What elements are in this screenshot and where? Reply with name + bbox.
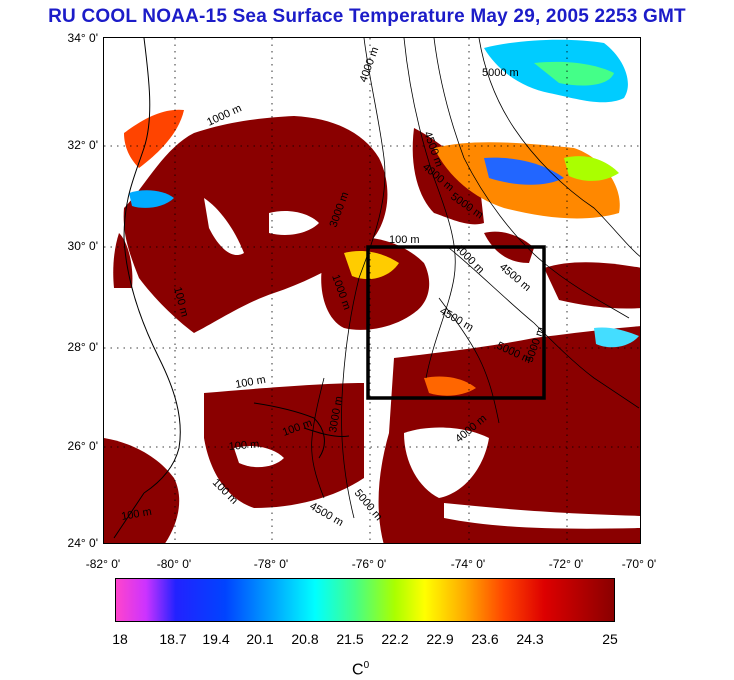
lat-label-34: 34° 0' bbox=[67, 31, 98, 45]
graticule bbox=[104, 38, 640, 543]
contour-label: 100 m bbox=[234, 374, 266, 391]
lat-label-30: 30° 0' bbox=[67, 239, 98, 253]
temperature-colorbar bbox=[115, 578, 615, 622]
contour-label: 4500 m bbox=[497, 261, 533, 294]
lon-label-76: -76° 0' bbox=[351, 557, 387, 571]
sst-map: 5000 m 4000 m 4500 m 1000 m 4000 m 5000 … bbox=[103, 37, 641, 544]
colorbar-tick: 22.2 bbox=[381, 631, 409, 647]
colorbar-tick: 25 bbox=[602, 631, 618, 647]
lon-label-70: -70° 0' bbox=[621, 557, 657, 571]
contour-label: 4000 m bbox=[358, 45, 382, 84]
lon-label-80: -80° 0' bbox=[156, 557, 192, 571]
contour-label: 100 m bbox=[228, 438, 260, 453]
colorbar-tick: 19.4 bbox=[202, 631, 230, 647]
contour-label: 4500 m bbox=[438, 305, 476, 334]
map-title: RU COOL NOAA-15 Sea Surface Temperature … bbox=[48, 6, 686, 27]
colorbar-unit: C0 bbox=[352, 660, 369, 679]
colorbar-tick: 21.5 bbox=[336, 631, 364, 647]
colorbar-tick: 18.7 bbox=[159, 631, 187, 647]
lon-label-74: -74° 0' bbox=[450, 557, 486, 571]
sst-map-graphic: 5000 m 4000 m 4500 m 1000 m 4000 m 5000 … bbox=[104, 38, 640, 543]
lon-label-78: -78° 0' bbox=[253, 557, 289, 571]
contour-label: 100 m bbox=[120, 506, 152, 523]
colorbar-tick: 18 bbox=[112, 631, 128, 647]
coastline bbox=[113, 38, 350, 539]
colorbar-tick: 20.8 bbox=[291, 631, 319, 647]
colorbar-unit-letter: C bbox=[352, 661, 364, 679]
colorbar-unit-superscript: 0 bbox=[363, 660, 370, 671]
contour-label: 100 m bbox=[389, 234, 420, 246]
lat-label-26: 26° 0' bbox=[67, 439, 98, 453]
colorbar-tick: 20.1 bbox=[246, 631, 274, 647]
lon-label-72: -72° 0' bbox=[548, 557, 584, 571]
contour-label: 5000 m bbox=[482, 67, 519, 79]
cool-water-patches bbox=[124, 39, 639, 396]
colorbar-tick: 23.6 bbox=[471, 631, 499, 647]
lat-label-28: 28° 0' bbox=[67, 340, 98, 354]
study-area-box bbox=[366, 245, 546, 400]
lon-label-82: -82° 0' bbox=[85, 557, 121, 571]
contour-label: 4500 m bbox=[308, 500, 346, 529]
colorbar-tick: 22.9 bbox=[426, 631, 454, 647]
lat-label-24: 24° 0' bbox=[67, 536, 98, 550]
lat-label-32: 32° 0' bbox=[67, 138, 98, 152]
colorbar-tick: 24.3 bbox=[516, 631, 544, 647]
bathymetry-contours bbox=[311, 38, 640, 519]
cloud-patches bbox=[204, 198, 640, 529]
